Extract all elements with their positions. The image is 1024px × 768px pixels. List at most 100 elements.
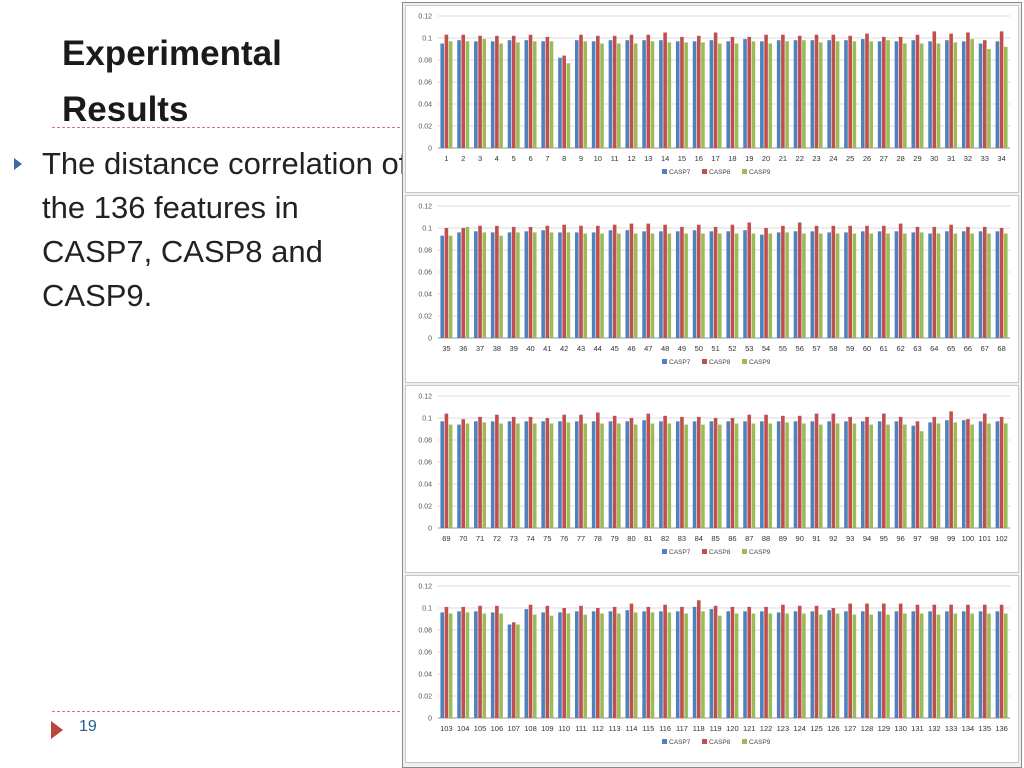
bar-casp7 — [558, 421, 562, 528]
bar-casp8 — [444, 413, 449, 528]
x-tick-label: 50 — [695, 344, 703, 353]
bar-casp8 — [596, 608, 600, 718]
y-tick-label: 0.06 — [418, 80, 432, 87]
bar-casp9 — [583, 423, 587, 528]
bar-casp8 — [865, 416, 869, 528]
y-tick-label: 0.08 — [418, 438, 432, 445]
bar-casp9 — [448, 41, 453, 148]
x-tick-label: 8 — [562, 154, 566, 163]
x-tick-label: 117 — [676, 724, 688, 733]
x-tick-label: 68 — [997, 344, 1005, 353]
y-tick-label: 0 — [428, 526, 432, 533]
bar-casp9 — [701, 233, 705, 338]
bar-casp8 — [545, 418, 550, 528]
bar-casp7 — [978, 231, 983, 338]
bar-casp9 — [1003, 46, 1008, 148]
x-tick-label: 86 — [728, 534, 736, 543]
bar-casp7 — [995, 41, 1000, 148]
bar-casp8 — [596, 412, 600, 528]
x-tick-label: 83 — [678, 534, 686, 543]
bar-casp9 — [852, 423, 857, 528]
bar-casp7 — [575, 611, 579, 718]
bar-casp8 — [747, 606, 752, 718]
bar-casp8 — [495, 414, 499, 528]
x-tick-label: 116 — [659, 724, 671, 733]
bar-casp7 — [591, 41, 596, 148]
bar-casp7 — [928, 233, 932, 338]
bar-casp9 — [818, 42, 823, 148]
y-tick-label: 0.1 — [422, 36, 432, 43]
bar-casp9 — [465, 41, 470, 148]
bar-casp9 — [903, 424, 907, 528]
bar-casp9 — [1003, 233, 1008, 338]
bar-casp9 — [734, 423, 739, 528]
bar-casp7 — [844, 232, 848, 338]
bar-casp8 — [797, 605, 802, 718]
x-tick-label: 20 — [762, 154, 770, 163]
bar-casp7 — [490, 232, 495, 338]
bar-casp7 — [440, 235, 445, 338]
bar-casp7 — [440, 421, 445, 528]
bar-casp8 — [528, 34, 533, 149]
bar-casp8 — [511, 35, 516, 148]
x-tick-label: 94 — [863, 534, 871, 543]
bar-casp8 — [461, 419, 466, 528]
bar-casp9 — [516, 423, 520, 528]
bar-casp9 — [701, 42, 705, 148]
bar-casp9 — [549, 615, 554, 718]
bar-casp9 — [448, 235, 453, 338]
bar-casp7 — [877, 421, 882, 528]
bar-casp8 — [999, 416, 1004, 528]
bar-casp9 — [650, 41, 655, 148]
bar-casp9 — [802, 233, 806, 338]
legend-label: CASP9 — [749, 359, 771, 366]
bar-casp8 — [898, 36, 903, 148]
bar-casp8 — [831, 225, 836, 338]
x-tick-label: 105 — [474, 724, 487, 733]
bar-casp8 — [982, 604, 987, 718]
bar-casp7 — [776, 40, 781, 149]
y-tick-label: 0.08 — [418, 58, 432, 65]
bar-casp9 — [987, 233, 991, 338]
x-tick-label: 30 — [930, 154, 938, 163]
bar-casp7 — [692, 230, 697, 338]
bar-casp7 — [591, 421, 596, 528]
bar-casp9 — [650, 233, 655, 338]
bar-casp7 — [524, 609, 529, 718]
bar-casp9 — [1003, 613, 1008, 718]
bar-casp7 — [457, 40, 461, 149]
x-tick-label: 93 — [846, 534, 854, 543]
bar-casp8 — [932, 416, 937, 528]
bar-casp7 — [659, 611, 663, 718]
x-tick-label: 47 — [644, 344, 652, 353]
bar-casp9 — [532, 41, 537, 148]
bar-casp9 — [600, 613, 604, 718]
bar-casp7 — [776, 421, 781, 528]
bar-casp9 — [953, 233, 958, 338]
x-tick-label: 114 — [625, 724, 637, 733]
bar-casp9 — [919, 232, 924, 338]
x-tick-label: 12 — [627, 154, 635, 163]
bar-casp8 — [814, 34, 819, 149]
bar-casp7 — [995, 421, 1000, 528]
bar-casp8 — [982, 226, 987, 338]
bar-casp9 — [768, 233, 773, 338]
bar-casp9 — [734, 43, 739, 148]
x-tick-label: 9 — [579, 154, 583, 163]
bar-casp8 — [915, 226, 920, 338]
x-tick-label: 19 — [745, 154, 753, 163]
bar-casp9 — [499, 43, 503, 148]
bar-casp7 — [490, 421, 495, 528]
bar-casp7 — [709, 231, 714, 338]
bar-chart-features-1-34: 00.020.040.060.080.10.121 2 3 4 5 6 7 8 9 10 11 12 1… — [418, 14, 1010, 176]
bar-casp8 — [966, 32, 970, 148]
x-tick-label: 75 — [543, 534, 551, 543]
chart-figure: 0 0.02 0.04 0.06 0.08 0.1 0.12 1 2 3 4 5 6 7 8 9 10 11 12 1… — [402, 2, 1022, 768]
x-tick-label: 107 — [507, 724, 520, 733]
bar-casp9 — [802, 613, 806, 718]
bar-casp7 — [642, 231, 646, 338]
x-tick-label: 127 — [844, 724, 857, 733]
x-tick-label: 77 — [577, 534, 585, 543]
x-tick-label: 71 — [476, 534, 484, 543]
bar-casp7 — [945, 40, 949, 149]
